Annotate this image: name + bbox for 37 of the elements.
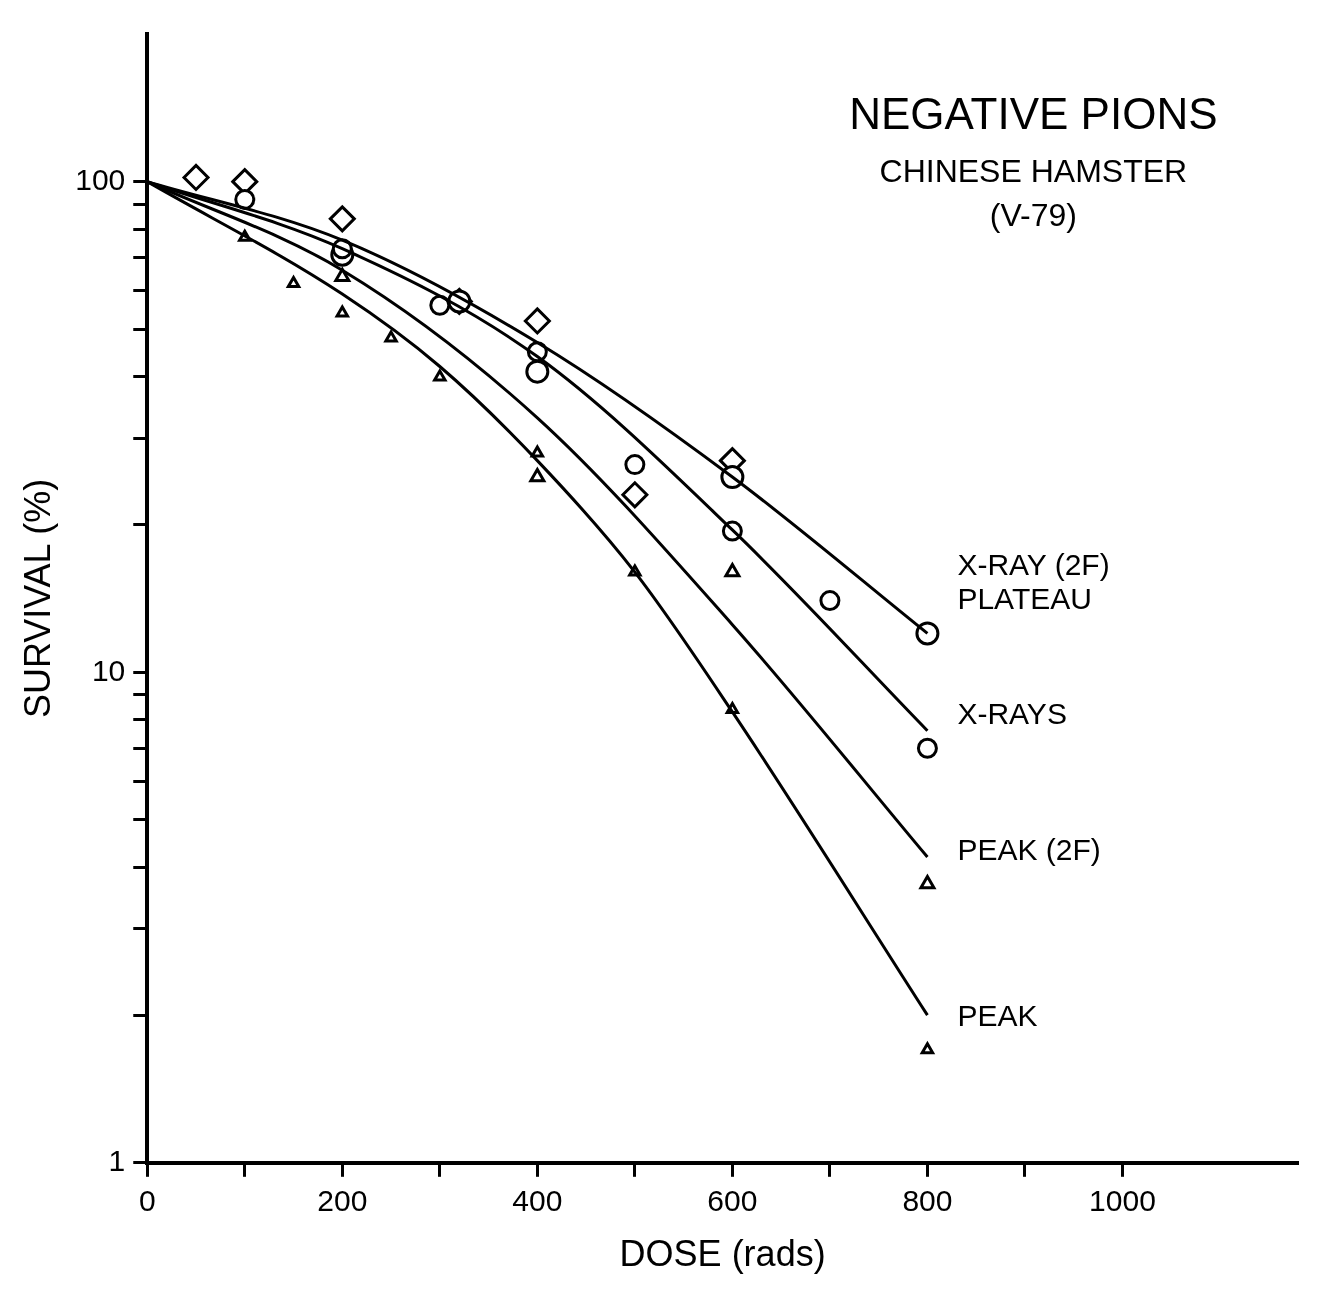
point (523, 307, 551, 335)
text: CHINESE HAMSTER (V-79) (879, 153, 1188, 233)
x-tick-label: 0 (138, 1184, 156, 1218)
point (384, 330, 398, 343)
point (819, 590, 841, 612)
point (919, 875, 936, 890)
y-tick-label: 1 (108, 1144, 126, 1178)
point (286, 276, 301, 289)
point (525, 359, 550, 384)
series-label: X-RAYS (957, 697, 1067, 731)
series-label: X-RAY (2F) PLATEAU (957, 548, 1110, 616)
point (328, 205, 356, 233)
y-axis-title: SURVIVAL (%) (16, 478, 58, 719)
point (335, 305, 349, 318)
point (916, 737, 938, 759)
point (915, 621, 940, 646)
point (529, 468, 546, 483)
series-label: PEAK (957, 998, 1038, 1032)
point (234, 188, 256, 210)
point (182, 163, 210, 191)
x-tick-label: 400 (512, 1184, 563, 1218)
point (530, 445, 545, 458)
point (334, 267, 351, 283)
point (621, 481, 649, 509)
x-tick-label: 800 (902, 1184, 953, 1218)
x-tick-label: 200 (317, 1184, 368, 1218)
point (920, 1042, 935, 1055)
x-tick-label: 1000 (1089, 1184, 1156, 1218)
text: NEGATIVE PIONS (849, 89, 1218, 138)
x-axis-title: DOSE (rads) (619, 1233, 826, 1275)
point (724, 563, 741, 578)
y-tick-label: 100 (75, 162, 126, 196)
y-tick-label: 10 (91, 653, 126, 687)
point (433, 369, 447, 382)
series-label: PEAK (2F) (957, 833, 1101, 867)
point (624, 454, 646, 476)
x-tick-label: 600 (707, 1184, 758, 1218)
